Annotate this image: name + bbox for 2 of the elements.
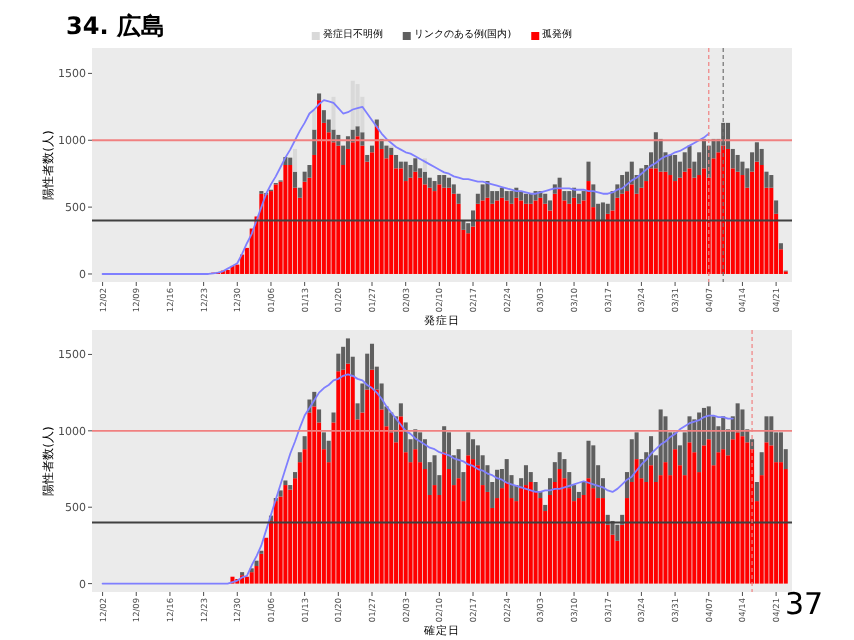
annotation: 37 bbox=[784, 586, 824, 622]
chart-title: 34. 広島 bbox=[66, 12, 165, 40]
